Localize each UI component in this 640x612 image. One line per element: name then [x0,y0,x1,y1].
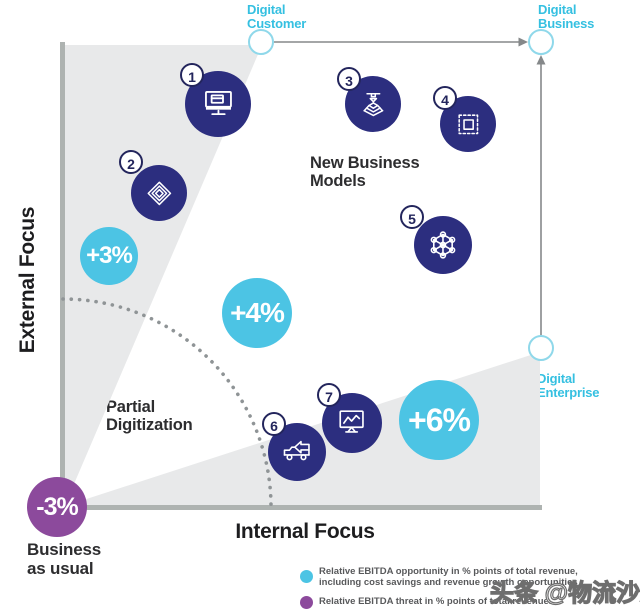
item-number-badge-4: 4 [433,86,457,110]
zone-label-new-business-models: New Business Models [310,154,420,191]
zone-label-partial-digitization: Partial Digitization [106,398,193,435]
right-arrowhead-icon [518,37,528,47]
item-number-badge-7: 7 [317,383,341,407]
digital-enterprise-node [528,335,554,361]
delivery-truck-return-icon [283,440,310,461]
x-axis-label: Internal Focus [235,520,375,543]
zone-label-business-as-usual: Business as usual [27,540,101,579]
monitor-credit-card-icon [204,90,232,115]
item-number-badge-2: 2 [119,150,143,174]
opportunity-bubble-customer: +3% [80,227,138,285]
item-circle-2 [131,165,187,221]
watermark: 头条 @物流沙龙 [489,579,640,607]
monitor-chart-icon [339,410,365,434]
item-circle-5 [414,216,472,274]
up-arrowhead-icon [536,55,546,65]
digital-business-label: Digital Business [538,2,595,32]
threat-bubble-business-as-usual: -3% [27,477,87,537]
modular-square-icon [458,114,478,134]
legend-opportunity-dot-icon [300,570,313,583]
item-number-badge-3: 3 [337,67,361,91]
item-number-badge-5: 5 [400,205,424,229]
opportunity-bubble-operations: +6% [399,380,479,460]
customer-experience-zone-shape [65,45,262,505]
item-number-badge-1: 1 [180,63,204,87]
item-circle-4 [440,96,496,152]
stacked-diamonds-icon [147,181,171,205]
legend-threat-dot-icon [300,596,313,609]
digital-business-node [528,29,554,55]
y-axis-line [60,42,65,510]
legend-opportunity-line1: Relative EBITDA opportunity in % points … [319,566,578,577]
legend-opportunity-text: Relative EBITDA opportunity in % points … [319,566,609,588]
x-axis-line [60,505,542,510]
digital-enterprise-label: Digital Enterprise [537,371,600,401]
network-nodes-icon [430,231,456,259]
legend-opportunity-line2: including cost savings and revenue growt… [319,576,578,588]
digital-customer-node [248,29,274,55]
digital-customer-label: Digital Customer [247,2,307,32]
legend-threat-text: Relative EBITDA threat in % points of to… [319,596,552,607]
item-number-badge-6: 6 [262,412,286,436]
opportunity-bubble-mid: +4% [222,278,292,348]
3d-printing-icon [363,92,383,116]
